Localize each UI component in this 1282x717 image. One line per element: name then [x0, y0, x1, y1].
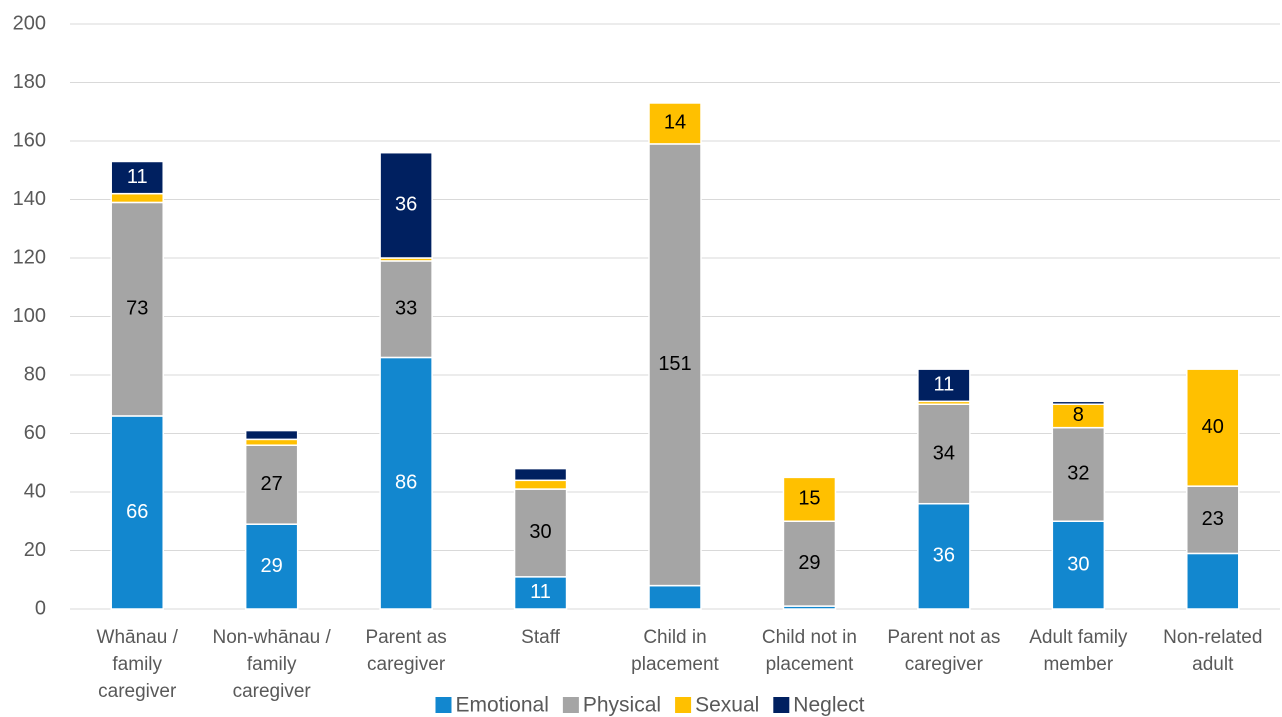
legend-label: Physical [583, 694, 661, 717]
y-tick-label: 80 [24, 363, 46, 385]
x-tick-label: Parent not as caregiver [887, 627, 1001, 675]
data-label: 33 [395, 297, 417, 319]
bar-segment [110, 201, 164, 417]
bar-segment [513, 576, 568, 610]
bar-segment [1186, 485, 1240, 555]
data-label: 66 [126, 501, 148, 523]
legend-label: Emotional [455, 694, 548, 717]
data-label: 40 [1202, 416, 1224, 438]
data-label: 32 [1067, 463, 1089, 485]
y-tick-label: 20 [24, 539, 46, 561]
x-tick-label: Adult family member [1029, 627, 1128, 675]
data-label: 36 [933, 545, 955, 567]
legend-label: Neglect [793, 694, 864, 717]
bar-segment [110, 160, 164, 195]
y-tick-label: 200 [13, 12, 46, 34]
data-label: 30 [529, 521, 551, 543]
legend-label: Sexual [695, 694, 759, 717]
bar-segment [648, 102, 702, 145]
bar-segment [1186, 552, 1240, 610]
data-label: 27 [261, 473, 283, 495]
y-tick-label: 180 [13, 71, 46, 93]
bar-segment [244, 444, 299, 525]
legend-swatch [435, 697, 452, 713]
data-label: 36 [395, 194, 417, 216]
data-label: 8 [1073, 404, 1084, 426]
y-tick-label: 40 [24, 480, 46, 502]
bar-segment [782, 476, 837, 522]
bar-segment [110, 192, 164, 204]
y-tick-label: 0 [35, 597, 46, 619]
data-label: 11 [530, 581, 551, 603]
bar-segment [1051, 426, 1106, 522]
legend-swatch [773, 697, 790, 713]
data-label: 151 [658, 353, 691, 375]
bar-segment [917, 403, 971, 505]
data-label: 73 [126, 297, 148, 319]
bar-segment [379, 151, 433, 259]
data-label: 29 [261, 555, 283, 577]
x-tick-label: Whānau / family caregiver [96, 627, 178, 702]
bar-segment [648, 584, 702, 610]
x-tick-label: Parent as caregiver [365, 627, 447, 675]
data-label: 15 [798, 488, 820, 510]
data-label: 11 [934, 374, 955, 396]
bar-segment [1051, 400, 1106, 406]
x-tick-label: Non-related adult [1163, 627, 1263, 675]
x-tick-label: Staff [521, 627, 560, 648]
data-label: 14 [664, 112, 686, 134]
bar-segment [244, 523, 299, 610]
y-tick-label: 140 [13, 188, 46, 210]
bar-segment [110, 415, 164, 610]
bar-segment [917, 368, 971, 403]
bar-segment [513, 467, 568, 482]
x-tick-label: Child not in placement [761, 627, 857, 675]
bar-segment [648, 143, 702, 587]
y-tick-label: 60 [24, 422, 46, 444]
data-label: 11 [127, 166, 148, 188]
x-tick-label: Child in placement [631, 627, 719, 675]
data-label: 86 [395, 472, 417, 494]
y-tick-label: 160 [13, 129, 46, 151]
bar-segment [917, 502, 971, 610]
legend-swatch [562, 697, 579, 713]
bar-segment [513, 479, 568, 490]
y-tick-label: 100 [13, 305, 46, 327]
data-label: 23 [1202, 508, 1224, 530]
bar-segment [244, 429, 299, 441]
bar-segment [1186, 368, 1240, 487]
legend-swatch [675, 697, 692, 713]
bar-segment [244, 438, 299, 446]
y-tick-label: 120 [13, 246, 46, 268]
data-label: 30 [1067, 553, 1089, 575]
data-label: 29 [798, 552, 820, 574]
x-tick-label: Non-whānau / family caregiver [212, 627, 331, 702]
data-label: 34 [933, 442, 955, 464]
bar-segment [513, 488, 568, 578]
